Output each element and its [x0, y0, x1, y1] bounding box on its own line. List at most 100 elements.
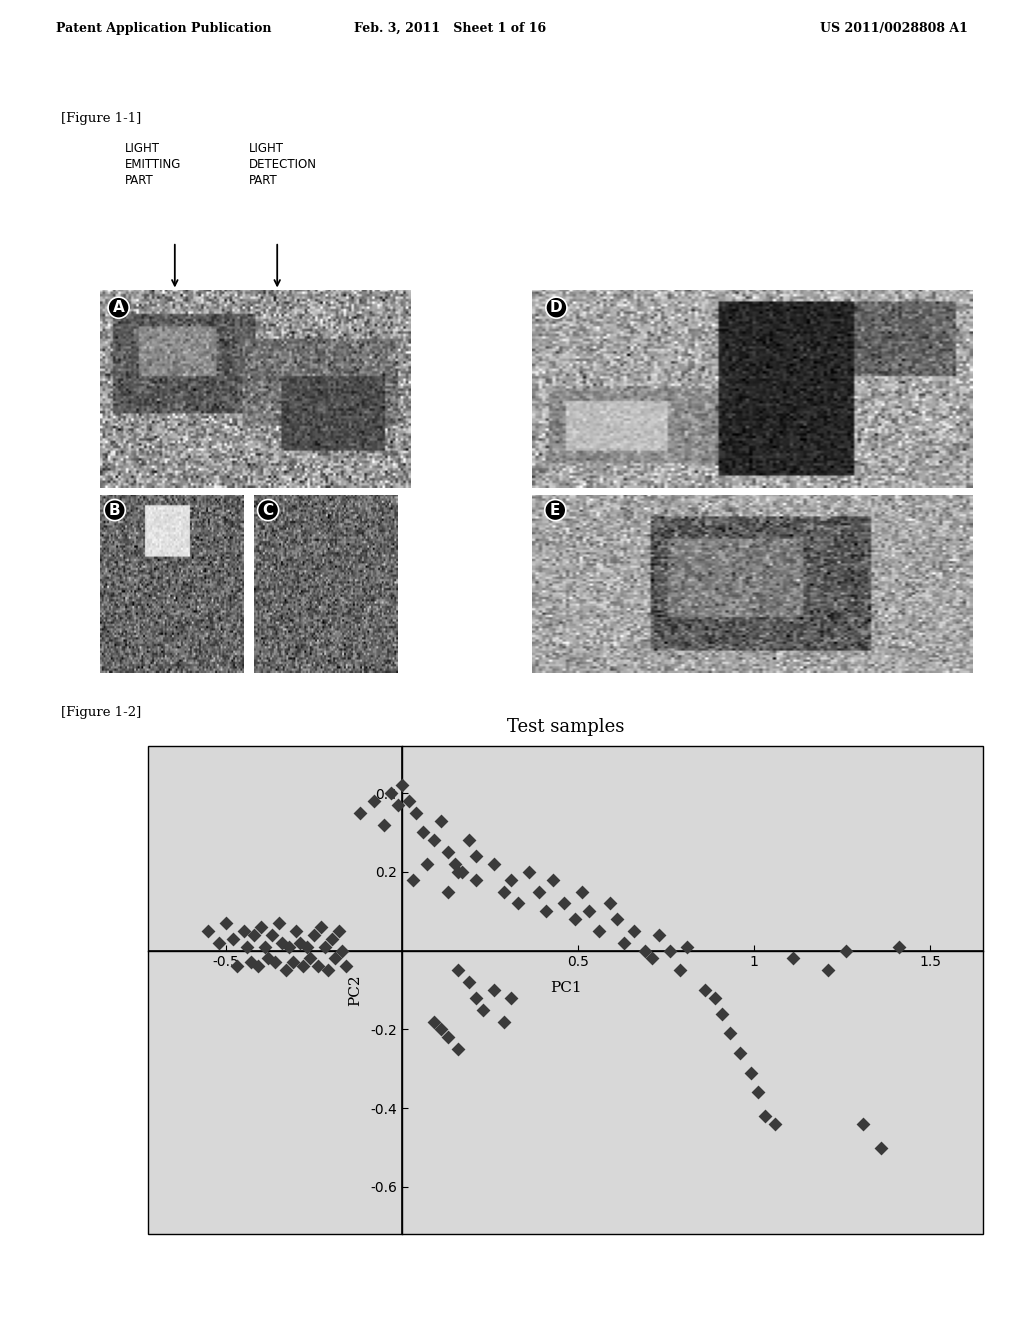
Point — [503, 987, 519, 1008]
Point — [316, 936, 333, 957]
Point — [451, 861, 467, 882]
Point — [338, 956, 354, 977]
Point — [250, 956, 266, 977]
Point — [451, 960, 467, 981]
Point — [757, 1105, 773, 1126]
Point — [246, 924, 262, 945]
Point — [496, 1011, 512, 1032]
Point — [225, 928, 242, 949]
Point — [662, 940, 678, 961]
Point — [334, 940, 350, 961]
Point — [520, 861, 537, 882]
Point — [496, 880, 512, 902]
Point — [267, 952, 284, 973]
Point — [324, 928, 340, 949]
Text: D: D — [550, 300, 563, 315]
Point — [820, 960, 837, 981]
Point — [468, 846, 484, 867]
Point — [855, 1113, 871, 1134]
Point — [615, 932, 632, 953]
Point — [260, 948, 276, 969]
Point — [239, 936, 255, 957]
Point — [573, 880, 590, 902]
Point — [708, 987, 724, 1008]
Point — [644, 948, 660, 969]
Point — [485, 854, 502, 875]
Text: LIGHT
EMITTING
PART: LIGHT EMITTING PART — [125, 141, 181, 186]
Point — [253, 916, 269, 937]
Point — [531, 880, 548, 902]
Text: A: A — [113, 300, 125, 315]
Point — [539, 900, 555, 921]
Point — [228, 956, 245, 977]
Point — [838, 940, 854, 961]
Point — [278, 960, 294, 981]
Point — [256, 936, 272, 957]
Text: [Figure 1-1]: [Figure 1-1] — [61, 112, 141, 125]
Point — [432, 810, 449, 832]
Point — [679, 936, 695, 957]
Point — [200, 920, 216, 941]
Point — [872, 1137, 889, 1158]
Point — [715, 1003, 731, 1024]
Text: Patent Application Publication: Patent Application Publication — [56, 22, 271, 34]
Point — [408, 803, 424, 824]
Point — [263, 924, 280, 945]
Point — [426, 830, 442, 851]
Point — [376, 814, 392, 836]
Point — [503, 869, 519, 890]
Point — [282, 936, 298, 957]
Point — [313, 916, 330, 937]
Text: US 2011/0028808 A1: US 2011/0028808 A1 — [820, 22, 968, 34]
Point — [309, 956, 326, 977]
Point — [211, 932, 227, 953]
Point — [439, 842, 456, 863]
Text: B: B — [109, 503, 121, 517]
Point — [306, 924, 323, 945]
Point — [351, 803, 368, 824]
Point — [581, 900, 597, 921]
Point — [475, 999, 492, 1020]
Text: E: E — [550, 503, 560, 517]
Point — [485, 979, 502, 1001]
Point — [285, 952, 301, 973]
Text: C: C — [262, 503, 273, 517]
Point — [591, 920, 607, 941]
Point — [236, 920, 252, 941]
Point — [461, 972, 477, 993]
Point — [742, 1063, 759, 1084]
Point — [394, 775, 411, 796]
Title: Test samples: Test samples — [507, 718, 625, 737]
Point — [295, 956, 311, 977]
Point — [468, 987, 484, 1008]
Point — [721, 1023, 737, 1044]
Point — [461, 830, 477, 851]
Point — [627, 920, 643, 941]
Point — [510, 892, 526, 913]
Point — [601, 892, 617, 913]
Point — [672, 960, 688, 981]
Point — [784, 948, 801, 969]
Point — [327, 948, 343, 969]
Point — [288, 920, 304, 941]
Point — [556, 892, 572, 913]
Point — [426, 1011, 442, 1032]
Point — [292, 932, 308, 953]
Point — [439, 1027, 456, 1048]
Y-axis label: PC2: PC2 — [348, 974, 361, 1006]
Point — [243, 952, 259, 973]
Point — [299, 936, 315, 957]
Point — [302, 948, 318, 969]
Text: Feb. 3, 2011   Sheet 1 of 16: Feb. 3, 2011 Sheet 1 of 16 — [354, 22, 547, 34]
Point — [451, 1039, 467, 1060]
Point — [404, 869, 421, 890]
Point — [890, 936, 906, 957]
Point — [274, 932, 291, 953]
Point — [696, 979, 713, 1001]
Point — [415, 822, 431, 843]
Text: LIGHT
DETECTION
PART: LIGHT DETECTION PART — [249, 141, 317, 186]
Point — [419, 854, 435, 875]
Point — [637, 940, 653, 961]
Point — [454, 861, 470, 882]
Point — [432, 1019, 449, 1040]
